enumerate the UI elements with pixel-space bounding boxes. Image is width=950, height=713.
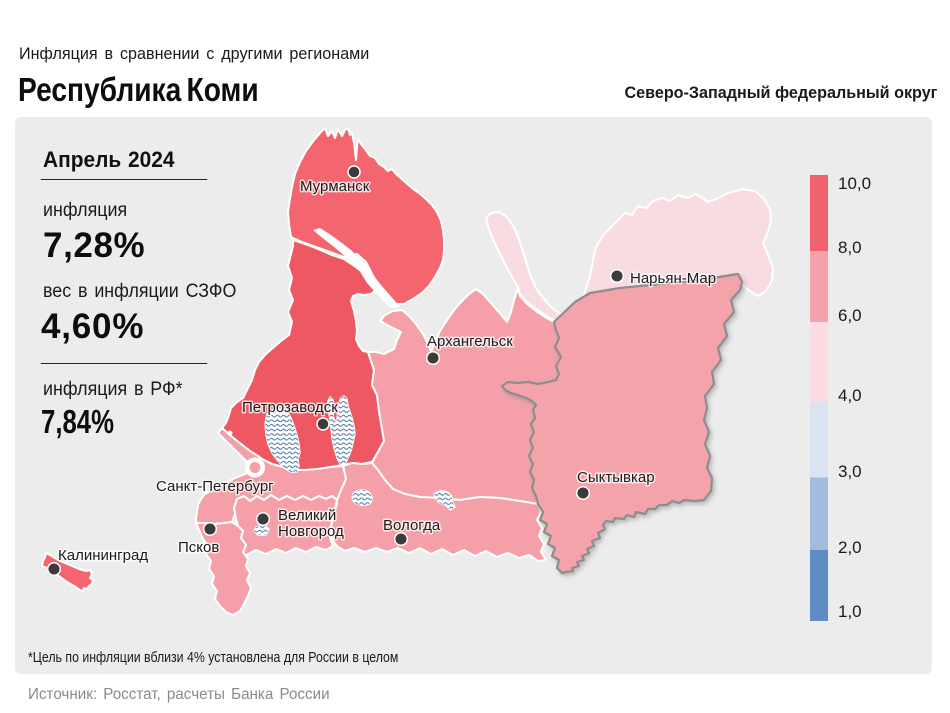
svg-text:Нарьян-Мар: Нарьян-Мар xyxy=(630,270,716,287)
svg-text:10,0: 10,0 xyxy=(838,174,871,193)
svg-text:4,0: 4,0 xyxy=(838,386,862,405)
svg-text:Сыктывкар: Сыктывкар xyxy=(577,469,655,486)
svg-text:3,0: 3,0 xyxy=(838,462,862,481)
svg-text:Архангельск: Архангельск xyxy=(427,333,513,350)
svg-text:Великий: Великий xyxy=(278,507,336,524)
svg-text:Вологда: Вологда xyxy=(383,517,441,534)
svg-text:6,0: 6,0 xyxy=(838,306,862,325)
svg-text:Псков: Псков xyxy=(178,539,219,556)
svg-text:Калининград: Калининград xyxy=(58,547,148,564)
svg-text:2,0: 2,0 xyxy=(838,538,862,557)
svg-text:Мурманск: Мурманск xyxy=(300,178,370,195)
svg-text:Санкт-Петербург: Санкт-Петербург xyxy=(156,478,274,495)
svg-text:8,0: 8,0 xyxy=(838,238,862,257)
svg-text:Новгород: Новгород xyxy=(278,523,344,540)
svg-text:Петрозаводск: Петрозаводск xyxy=(242,399,338,416)
svg-text:1,0: 1,0 xyxy=(838,602,862,621)
